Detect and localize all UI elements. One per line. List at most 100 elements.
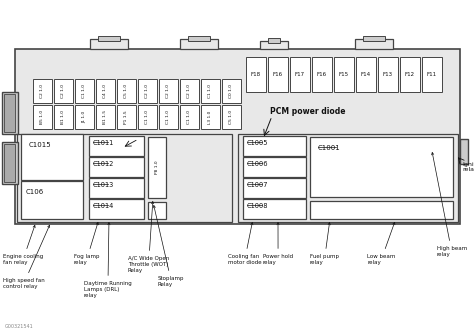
Text: C1 1.0: C1 1.0 — [82, 84, 86, 98]
Bar — [243, 178, 306, 198]
Text: F17: F17 — [295, 72, 305, 77]
Bar — [17, 134, 232, 222]
Bar — [310, 201, 453, 219]
Bar — [54, 105, 73, 129]
Bar — [312, 57, 332, 92]
Text: C1 1.0: C1 1.0 — [188, 110, 191, 124]
Text: C1007: C1007 — [247, 182, 268, 188]
Text: Cooling fan
motor diode: Cooling fan motor diode — [228, 222, 262, 265]
Bar — [222, 105, 241, 129]
Text: F18: F18 — [251, 72, 261, 77]
Text: C4 1.0: C4 1.0 — [103, 84, 108, 98]
Bar — [180, 105, 199, 129]
Text: C0 1.0: C0 1.0 — [229, 84, 234, 98]
Text: G00321541: G00321541 — [5, 324, 34, 329]
Text: C5 1.0: C5 1.0 — [229, 110, 234, 124]
Text: C1 1.0: C1 1.0 — [146, 110, 149, 124]
Bar — [188, 36, 210, 41]
Bar — [363, 36, 385, 41]
Text: C2 1.0: C2 1.0 — [146, 84, 149, 98]
Text: Ignition
relay: Ignition relay — [462, 162, 474, 172]
Bar — [89, 157, 144, 177]
Text: B1 1.5: B1 1.5 — [103, 110, 108, 124]
Bar — [260, 41, 288, 49]
Text: Stoplamp
Relay: Stoplamp Relay — [153, 206, 184, 287]
Text: C1011: C1011 — [93, 140, 114, 146]
Bar — [378, 57, 398, 92]
Bar — [243, 199, 306, 219]
Bar — [54, 79, 73, 103]
Text: F16: F16 — [317, 72, 327, 77]
Bar — [4, 144, 15, 182]
Bar — [33, 79, 52, 103]
Bar — [355, 39, 393, 49]
Text: C5 1.0: C5 1.0 — [125, 84, 128, 98]
Text: C2 1.0: C2 1.0 — [62, 84, 65, 98]
Bar — [75, 105, 94, 129]
Text: P1 1.5: P1 1.5 — [125, 110, 128, 124]
Bar — [96, 105, 115, 129]
Bar — [246, 57, 266, 92]
Bar — [96, 79, 115, 103]
Text: C1012: C1012 — [93, 161, 114, 167]
Text: Fog lamp
relay: Fog lamp relay — [74, 222, 100, 265]
Text: C1 1.0: C1 1.0 — [166, 110, 171, 124]
Bar — [117, 79, 136, 103]
Text: PCM power diode: PCM power diode — [270, 107, 346, 116]
Text: C1013: C1013 — [93, 182, 114, 188]
Text: C2 1.0: C2 1.0 — [188, 84, 191, 98]
Bar — [21, 181, 83, 219]
Bar — [33, 105, 52, 129]
Text: C106: C106 — [26, 189, 44, 195]
Bar — [243, 157, 306, 177]
Text: High beam
relay: High beam relay — [431, 152, 467, 257]
Text: B1 1.0: B1 1.0 — [62, 110, 65, 124]
Bar — [290, 57, 310, 92]
Text: C1006: C1006 — [247, 161, 268, 167]
Bar — [148, 137, 166, 198]
Bar — [89, 199, 144, 219]
Text: C1008: C1008 — [247, 203, 268, 209]
Bar — [222, 79, 241, 103]
Text: C2 1.0: C2 1.0 — [40, 84, 45, 98]
Text: High speed fan
control relay: High speed fan control relay — [3, 225, 50, 289]
Bar — [2, 92, 18, 134]
Bar — [201, 105, 220, 129]
Bar — [15, 49, 460, 224]
Bar — [4, 94, 15, 132]
Text: F14: F14 — [361, 72, 371, 77]
Text: Engine cooling
fan relay: Engine cooling fan relay — [3, 225, 43, 265]
Bar — [268, 38, 280, 43]
Text: C1 1.0: C1 1.0 — [209, 84, 212, 98]
Text: Daytime Running
Lamps (DRL)
relay: Daytime Running Lamps (DRL) relay — [84, 222, 132, 297]
Text: Power hold
relay: Power hold relay — [263, 222, 293, 265]
Text: F11: F11 — [427, 72, 437, 77]
Text: Low beam
relay: Low beam relay — [367, 222, 396, 265]
Bar — [238, 134, 458, 222]
Text: C1005: C1005 — [247, 140, 268, 146]
Text: J1 1.0: J1 1.0 — [82, 111, 86, 123]
Bar — [148, 202, 166, 219]
Text: A/C Wide Open
Throttle (WOT)
Relay: A/C Wide Open Throttle (WOT) Relay — [128, 202, 169, 273]
Bar — [310, 137, 453, 197]
Text: C1015: C1015 — [29, 142, 52, 148]
Bar — [89, 136, 144, 156]
Text: L3 1.0: L3 1.0 — [209, 110, 212, 124]
Bar — [243, 136, 306, 156]
Bar — [138, 79, 157, 103]
Text: F12: F12 — [405, 72, 415, 77]
Bar — [268, 57, 288, 92]
Bar — [180, 79, 199, 103]
Bar — [90, 39, 128, 49]
Bar — [180, 39, 218, 49]
Text: F15: F15 — [339, 72, 349, 77]
Bar — [159, 105, 178, 129]
Text: C2 1.0: C2 1.0 — [166, 84, 171, 98]
Bar — [400, 57, 420, 92]
Bar — [201, 79, 220, 103]
Bar — [2, 142, 18, 184]
Text: F16: F16 — [273, 72, 283, 77]
Bar — [98, 36, 120, 41]
Bar — [75, 79, 94, 103]
Bar — [89, 178, 144, 198]
